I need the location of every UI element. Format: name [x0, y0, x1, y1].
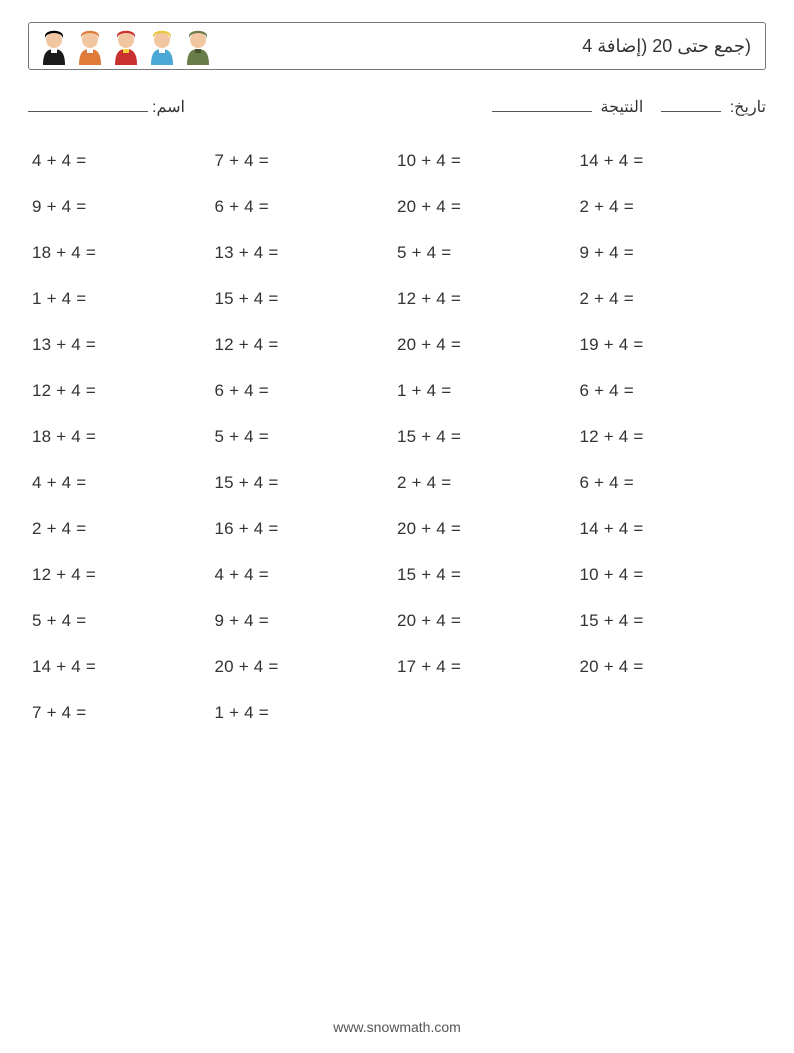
date-group: تاريخ:	[661, 96, 766, 117]
problem-cell: 5 + 4 =	[32, 611, 215, 631]
name-label: اسم:	[152, 97, 185, 117]
problem-cell: 6 + 4 =	[215, 381, 398, 401]
problem-cell: 20 + 4 =	[397, 197, 580, 217]
problem-cell: 6 + 4 =	[215, 197, 398, 217]
score-blank[interactable]	[492, 96, 592, 112]
problem-cell: 2 + 4 =	[397, 473, 580, 493]
problem-cell: 13 + 4 =	[215, 243, 398, 263]
header-box: (جمع حتى 20 (إضافة 4	[28, 22, 766, 70]
meta-row: اسم: تاريخ: النتيجة	[28, 96, 766, 117]
problem-cell: 12 + 4 =	[397, 289, 580, 309]
problem-cell: 20 + 4 =	[580, 657, 763, 677]
worksheet-page: (جمع حتى 20 (إضافة 4 اسم: تاريخ: النتيجة…	[0, 0, 794, 723]
problem-cell: 20 + 4 =	[397, 611, 580, 631]
problem-cell: 1 + 4 =	[397, 381, 580, 401]
problem-cell: 15 + 4 =	[397, 427, 580, 447]
date-label: تاريخ:	[730, 99, 766, 116]
problem-cell: 20 + 4 =	[397, 335, 580, 355]
problem-cell: 6 + 4 =	[580, 381, 763, 401]
problem-cell: 9 + 4 =	[580, 243, 763, 263]
problem-cell	[397, 703, 580, 723]
score-group: النتيجة	[488, 96, 643, 117]
problem-cell: 12 + 4 =	[580, 427, 763, 447]
problem-cell: 15 + 4 =	[397, 565, 580, 585]
problem-cell: 18 + 4 =	[32, 427, 215, 447]
problem-cell: 14 + 4 =	[580, 519, 763, 539]
problem-cell: 4 + 4 =	[32, 151, 215, 171]
date-score-field: تاريخ: النتيجة	[488, 96, 766, 117]
firefighter-avatar-icon	[111, 27, 141, 65]
problem-cell: 2 + 4 =	[32, 519, 215, 539]
problem-cell: 16 + 4 =	[215, 519, 398, 539]
problem-cell: 12 + 4 =	[32, 565, 215, 585]
problem-cell: 9 + 4 =	[215, 611, 398, 631]
problem-cell: 6 + 4 =	[580, 473, 763, 493]
problem-cell: 15 + 4 =	[580, 611, 763, 631]
problem-cell: 4 + 4 =	[32, 473, 215, 493]
problem-cell: 20 + 4 =	[397, 519, 580, 539]
problem-cell: 7 + 4 =	[215, 151, 398, 171]
problem-cell: 10 + 4 =	[397, 151, 580, 171]
problem-cell: 12 + 4 =	[32, 381, 215, 401]
name-blank[interactable]	[28, 96, 148, 112]
soldier-avatar-icon	[183, 27, 213, 65]
problem-cell: 14 + 4 =	[580, 151, 763, 171]
avatar-row	[39, 27, 213, 65]
date-blank[interactable]	[661, 96, 721, 112]
priest-avatar-icon	[39, 27, 69, 65]
problem-cell: 1 + 4 =	[215, 703, 398, 723]
problem-cell: 15 + 4 =	[215, 289, 398, 309]
problem-cell: 10 + 4 =	[580, 565, 763, 585]
problem-cell: 9 + 4 =	[32, 197, 215, 217]
construction-avatar-icon	[147, 27, 177, 65]
score-label: النتيجة	[601, 99, 644, 116]
problem-cell: 13 + 4 =	[32, 335, 215, 355]
problem-cell: 20 + 4 =	[215, 657, 398, 677]
problem-cell	[580, 703, 763, 723]
problem-cell: 12 + 4 =	[215, 335, 398, 355]
problem-cell: 19 + 4 =	[580, 335, 763, 355]
problem-cell: 14 + 4 =	[32, 657, 215, 677]
problem-cell: 1 + 4 =	[32, 289, 215, 309]
problem-cell: 2 + 4 =	[580, 197, 763, 217]
problem-cell: 5 + 4 =	[397, 243, 580, 263]
woman-avatar-icon	[75, 27, 105, 65]
problem-cell: 17 + 4 =	[397, 657, 580, 677]
footer-url: www.snowmath.com	[0, 1019, 794, 1035]
problem-cell: 7 + 4 =	[32, 703, 215, 723]
problem-cell: 15 + 4 =	[215, 473, 398, 493]
worksheet-title: (جمع حتى 20 (إضافة 4	[582, 36, 755, 57]
problem-cell: 18 + 4 =	[32, 243, 215, 263]
name-field: اسم:	[28, 96, 185, 117]
problem-cell: 2 + 4 =	[580, 289, 763, 309]
problem-cell: 5 + 4 =	[215, 427, 398, 447]
problem-cell: 4 + 4 =	[215, 565, 398, 585]
problems-grid: 4 + 4 =7 + 4 =10 + 4 =14 + 4 =9 + 4 =6 +…	[28, 151, 766, 723]
